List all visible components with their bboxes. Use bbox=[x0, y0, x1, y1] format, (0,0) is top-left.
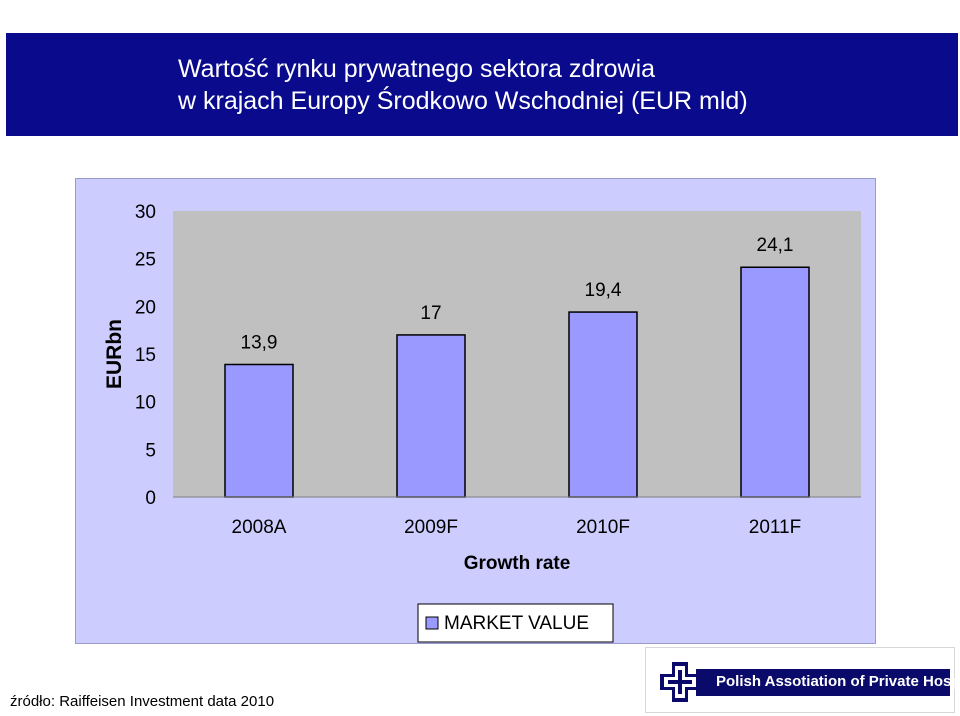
legend-label: MARKET VALUE bbox=[444, 613, 589, 634]
title-line-2: w krajach Europy Środkowo Wschodniej (EU… bbox=[178, 87, 748, 115]
data-label: 13,9 bbox=[241, 332, 278, 353]
y-tick-label: 5 bbox=[145, 440, 156, 461]
y-tick-label: 15 bbox=[135, 345, 156, 366]
x-axis-label: Growth rate bbox=[464, 553, 571, 574]
legend-swatch bbox=[425, 616, 439, 630]
y-axis-label: EURbn bbox=[103, 319, 126, 389]
bar bbox=[396, 334, 466, 498]
logo-text: Polish Assotiation of Private Hospitals bbox=[716, 673, 960, 690]
y-tick-label: 20 bbox=[135, 297, 156, 318]
source-note: źródło: Raiffeisen Investment data 2010 bbox=[10, 693, 275, 710]
y-tick-label: 30 bbox=[135, 202, 156, 223]
x-tick-label: 2011F bbox=[749, 517, 801, 538]
association-logo: Polish Assotiation of Private Hospitals bbox=[645, 647, 960, 713]
bar bbox=[224, 363, 294, 498]
x-tick-label: 2010F bbox=[576, 517, 630, 538]
title-banner: Wartość rynku prywatnego sektora zdrowia… bbox=[6, 33, 958, 136]
logo-band bbox=[696, 669, 950, 696]
cross-logo-icon bbox=[660, 662, 700, 702]
x-tick-label: 2008A bbox=[232, 517, 287, 538]
title-line-1: Wartość rynku prywatnego sektora zdrowia bbox=[178, 55, 656, 83]
data-label: 17 bbox=[420, 303, 441, 324]
legend-box bbox=[417, 603, 614, 643]
y-tick-label: 25 bbox=[135, 250, 156, 271]
bar bbox=[740, 266, 810, 498]
data-label: 19,4 bbox=[585, 280, 622, 301]
y-tick-label: 0 bbox=[145, 488, 156, 509]
x-tick-label: 2009F bbox=[404, 517, 458, 538]
bar bbox=[568, 311, 638, 498]
data-label: 24,1 bbox=[757, 235, 794, 256]
y-tick-label: 10 bbox=[135, 393, 156, 414]
